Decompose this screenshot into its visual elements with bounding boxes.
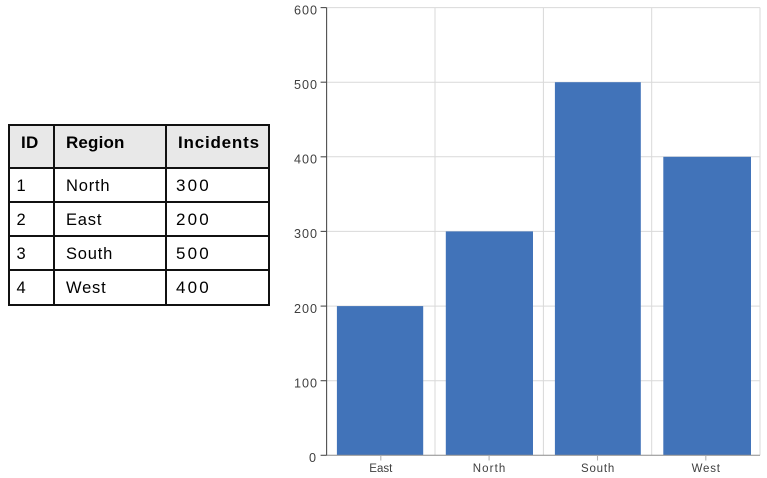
svg-text:0: 0 <box>309 451 317 465</box>
svg-text:West: West <box>692 463 721 475</box>
svg-text:400: 400 <box>294 153 318 167</box>
svg-text:600: 600 <box>294 3 318 17</box>
svg-text:500: 500 <box>294 78 318 92</box>
svg-text:South: South <box>581 463 615 475</box>
svg-text:100: 100 <box>294 376 318 390</box>
svg-text:North: North <box>473 463 507 475</box>
svg-text:200: 200 <box>294 302 318 316</box>
svg-text:300: 300 <box>294 227 318 241</box>
svg-text:East: East <box>369 463 393 475</box>
